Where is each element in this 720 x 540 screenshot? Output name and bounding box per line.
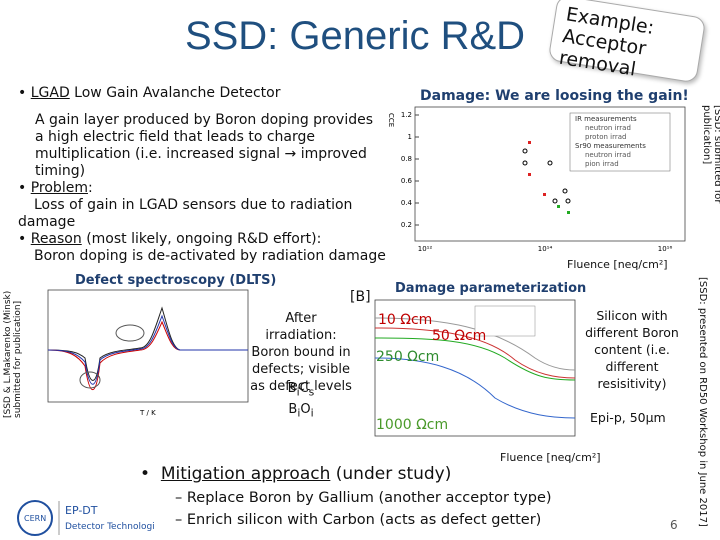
cce-title: Damage: We are loosing the gain! — [420, 88, 689, 104]
legend-entry: neutron irrad — [585, 124, 631, 132]
bullet-text: (most likely, ongoing R&D effort): — [81, 231, 322, 247]
defect-part: B — [288, 401, 298, 417]
x-label: Fluence [neq/cm²] — [500, 451, 601, 464]
resistivity: 250 Ωcm — [376, 349, 440, 365]
defect: BiCs — [270, 380, 332, 401]
param-title: Damage parameterization — [395, 281, 587, 296]
curve — [374, 357, 576, 419]
y-tick-label: 0.8 — [401, 155, 412, 163]
defect-part: s — [308, 385, 315, 399]
bullet: • Problem: Loss of gain in LGAD sensors d… — [18, 180, 353, 230]
logo-text: EP-DT — [65, 504, 98, 517]
sticker: Example: Acceptor removal — [547, 0, 707, 84]
annotation — [115, 324, 145, 342]
mitigation-item: – Enrich silicon with Carbon (acts as de… — [175, 512, 542, 528]
curve — [374, 327, 576, 379]
param-plot — [374, 299, 576, 437]
defect-part: i — [296, 385, 300, 399]
source: [SSD: submitted for publication] — [701, 105, 720, 204]
marker: [B] — [350, 289, 371, 305]
mitigation-item: – Replace Boron by Gallium (another acce… — [175, 490, 552, 506]
legend-entry: Sr90 measurements — [575, 142, 646, 150]
legend-entry: IR measurements — [575, 115, 637, 123]
logo-cern: CERN — [24, 514, 46, 523]
defect-part: C — [299, 381, 309, 396]
defects: BiCs BiOi — [270, 380, 332, 421]
bullet: • Reason (most likely, ongoing R&D effor… — [18, 231, 386, 264]
bullet-detail: Boron doping is de-activated by radiatio… — [34, 248, 386, 264]
mitigation: • Mitigation approach (under study) — [140, 464, 452, 484]
plot-frame — [47, 289, 249, 403]
y-tick-label: 1.2 — [401, 111, 412, 119]
dlts-plot: T / K — [47, 289, 249, 417]
defect-part: O — [300, 401, 311, 417]
bullet-detail: Loss of gain in LGAD sensors due to radi… — [18, 197, 353, 230]
source: [SSD & L.Makarenko (Minsk) submitted for… — [3, 290, 23, 418]
legend-box — [569, 112, 671, 172]
logo-ring — [17, 500, 53, 536]
page-number: 6 — [670, 518, 678, 532]
y-tick-label: 0.6 — [401, 177, 413, 185]
bullet-lead: Reason — [30, 231, 82, 247]
logo: CERN EP-DT Detector Technologies — [17, 500, 155, 536]
x-label: Fluence [neq/cm²] — [567, 258, 668, 271]
y-tick-label: 1 — [408, 133, 412, 141]
curve — [47, 314, 248, 385]
legend-entry: neutron irrad — [585, 151, 631, 159]
y-tick-label: 0.2 — [401, 221, 412, 229]
title: SSD: Generic R&D — [184, 14, 526, 58]
mitigation-text: (under study) — [330, 464, 452, 484]
legend-entry: proton irrad — [585, 133, 626, 141]
resistivity: 1000 Ωcm — [376, 417, 449, 433]
curve — [47, 320, 248, 390]
defect: BiOi — [270, 401, 332, 422]
dlts-title: Defect spectroscopy (DLTS) — [75, 273, 277, 288]
curve — [47, 306, 248, 381]
bullet-lead: Problem — [30, 180, 88, 196]
y-tick-label: 0.4 — [401, 199, 413, 207]
bullet-text: : — [87, 180, 93, 196]
markers — [522, 141, 571, 214]
legend-entry: pion irrad — [585, 160, 619, 168]
defect-part: i — [310, 406, 314, 420]
x-tick-label: 10¹⁴ — [538, 245, 553, 253]
description: A gain layer produced by Boron doping pr… — [35, 112, 374, 179]
resistivity: 50 Ωcm — [432, 328, 487, 344]
logo-text: Detector Technologies — [65, 522, 155, 532]
x-tick-label: 10¹² — [418, 245, 433, 253]
annotation — [79, 371, 101, 389]
resistivity: 10 Ωcm — [378, 312, 433, 328]
source: [SSD: presented on RD50 Workshop in June… — [697, 277, 708, 527]
note: Silicon with different Boron content (i.… — [585, 308, 679, 391]
explanation: After irradiation: Boron bound in defect… — [250, 311, 352, 394]
bullet-lead: LGAD — [30, 85, 70, 101]
bullet-text: Low Gain Avalanche Detector — [69, 85, 281, 101]
curve — [374, 337, 576, 381]
defect-part: B — [287, 381, 297, 396]
bullet: • LGAD Low Gain Avalanche Detector — [18, 85, 281, 101]
x-tick-label: 10¹⁶ — [658, 245, 673, 253]
mitigation-lead: Mitigation approach — [160, 464, 331, 484]
epi: Epi-p, 50µm — [590, 410, 666, 425]
legend-box — [474, 305, 536, 337]
curve — [374, 317, 576, 371]
y-label: CCE — [387, 113, 395, 127]
defect-part: i — [297, 406, 301, 420]
x-label: T / K — [139, 409, 156, 417]
cce-plot: CCE 1.2 1 0.8 0.6 0.4 0.2 10¹² 10¹⁴ 10¹⁶ IR meas… — [387, 106, 686, 253]
